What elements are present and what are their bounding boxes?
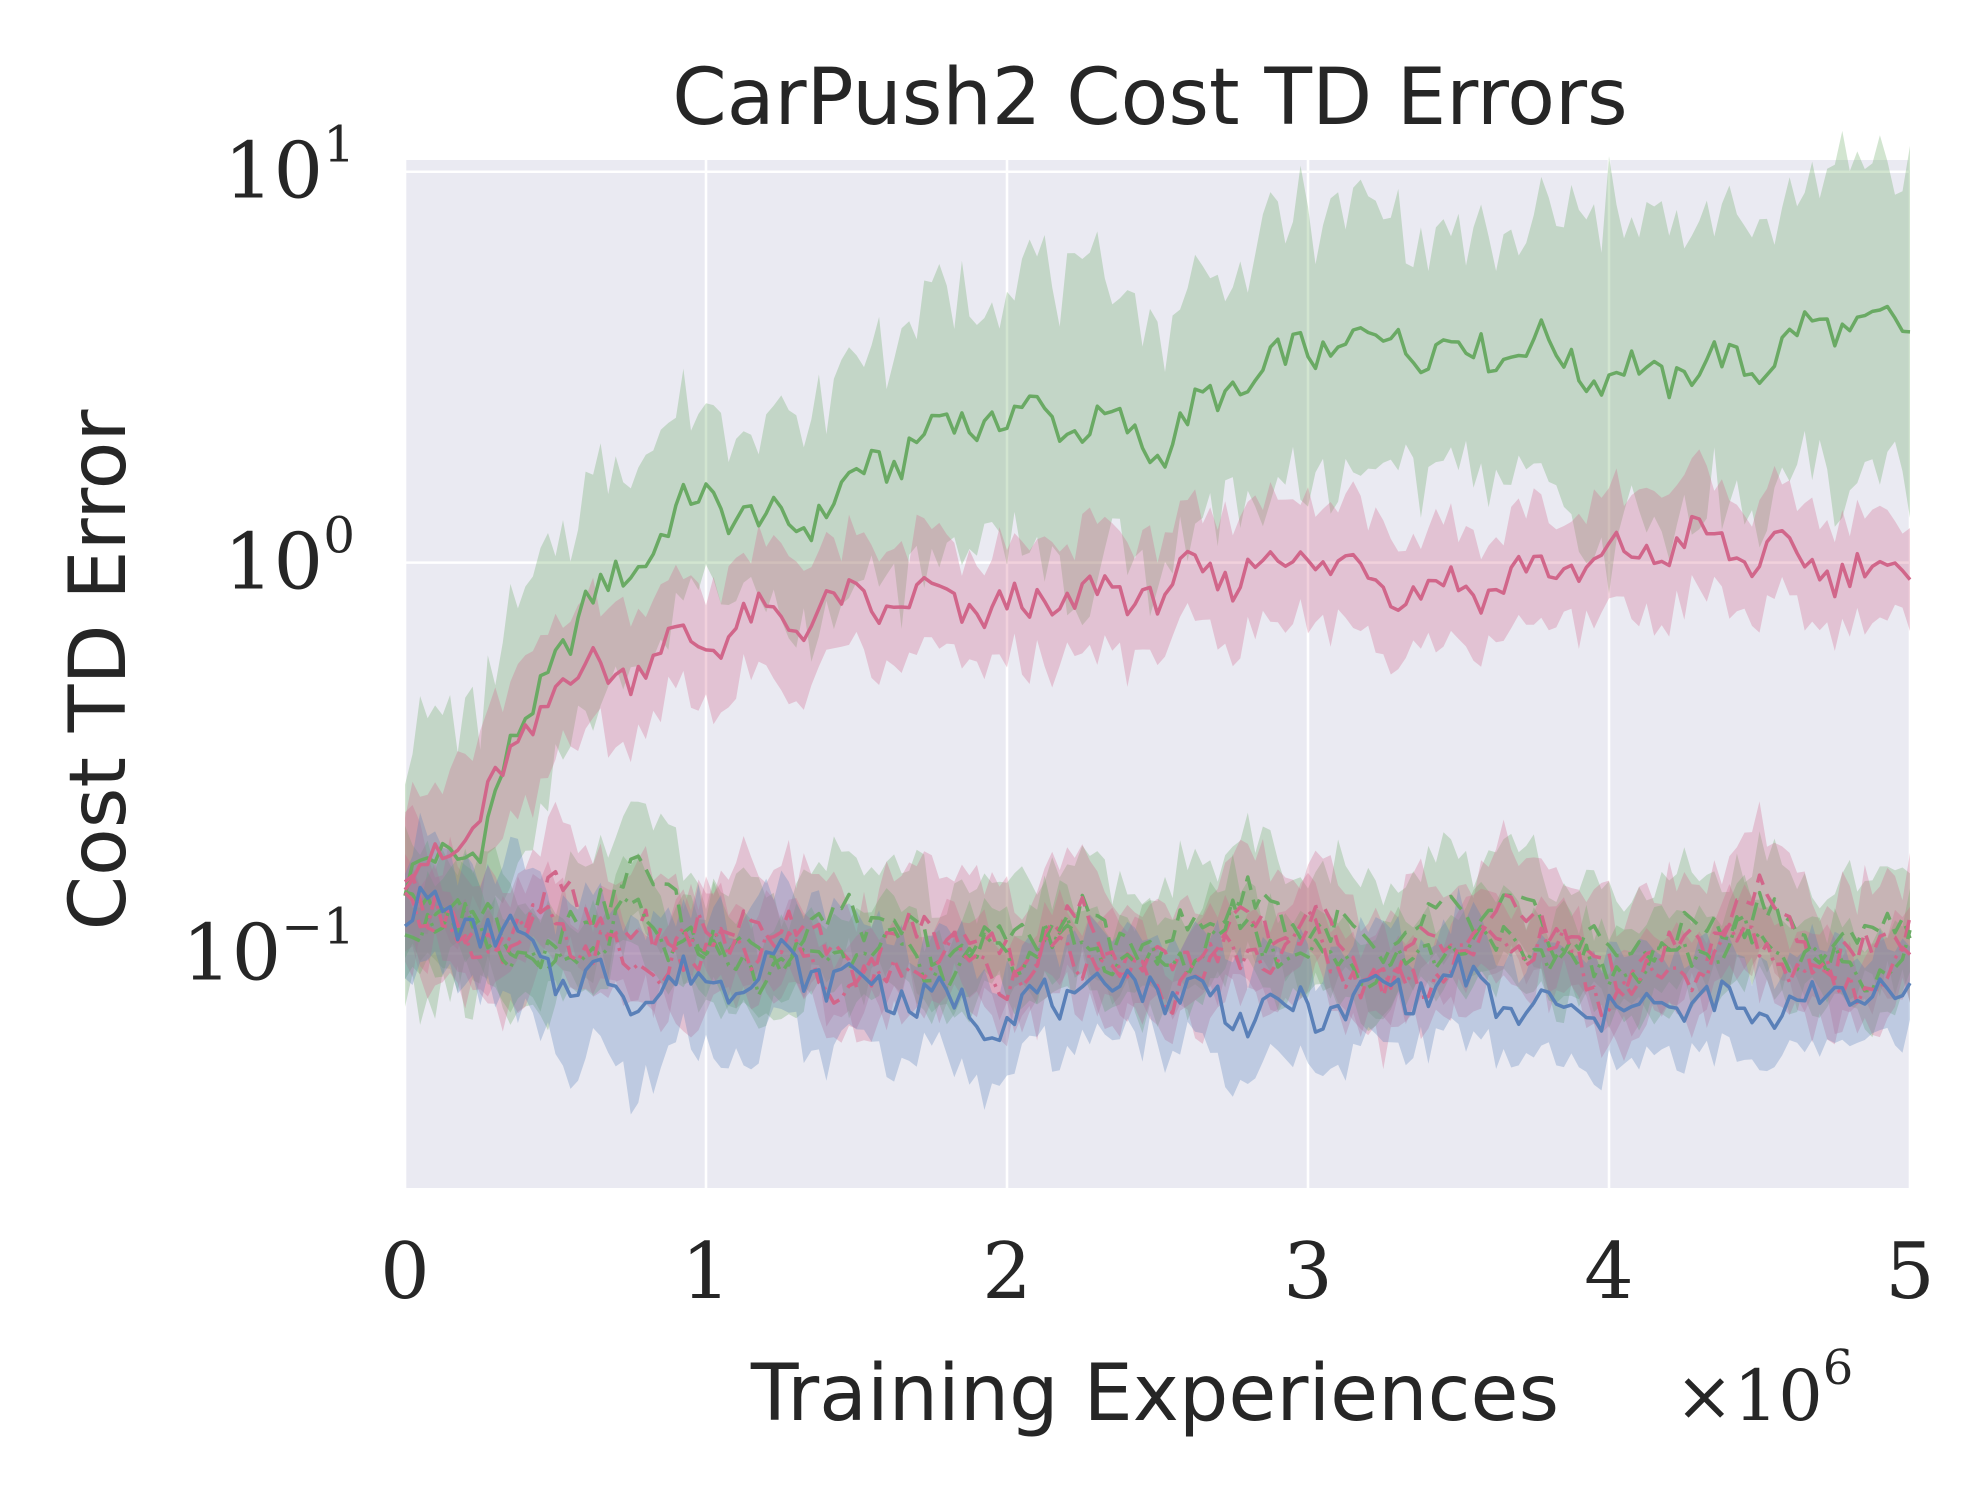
x-tick-label: 2 xyxy=(982,1227,1032,1317)
line-green-solid xyxy=(403,304,1911,897)
plot-area xyxy=(403,130,1912,1188)
y-tick-exponent: 0 xyxy=(323,507,355,565)
y-axis-label: Cost TD Error xyxy=(54,409,144,931)
x-tick-label: 3 xyxy=(1283,1227,1333,1317)
line-red-solid xyxy=(403,514,1912,891)
band-red-dashed xyxy=(405,801,1910,1070)
band-green-dashed xyxy=(405,801,1910,1034)
y-tick-exponent: −1 xyxy=(281,897,355,955)
band-red-solid xyxy=(405,449,1910,978)
x-tick-label: 4 xyxy=(1584,1227,1634,1317)
x-tick-label: 1 xyxy=(681,1227,731,1317)
x-tick-label: 5 xyxy=(1885,1227,1935,1317)
x-axis-scale: ×106 xyxy=(1675,1340,1853,1437)
y-tick-exponent: 1 xyxy=(323,116,355,174)
y-tick-label: 100 xyxy=(224,507,355,608)
plot-background xyxy=(405,160,1910,1188)
x-axis-label: Training Experiences xyxy=(750,1349,1559,1439)
line-red-dashed xyxy=(403,869,1912,999)
line-green-dashdot xyxy=(404,896,1912,997)
line-blue-solid xyxy=(403,885,1912,1043)
y-tick-label: 10−1 xyxy=(182,897,355,998)
line-green-dashed xyxy=(404,854,1912,975)
y-tick-base: 10 xyxy=(224,518,323,608)
x-axis-scale-base: ×10 xyxy=(1675,1355,1823,1437)
y-tick-label: 101 xyxy=(224,116,355,217)
band-green-solid xyxy=(405,130,1910,1025)
y-tick-base: 10 xyxy=(224,127,323,217)
x-axis-scale-exponent: 6 xyxy=(1823,1340,1854,1396)
x-tick-labels: 0 1 2 3 4 5 xyxy=(380,1227,1935,1317)
line-red-dashdot xyxy=(403,891,1912,1018)
x-tick-label: 0 xyxy=(380,1227,430,1317)
series-lines xyxy=(403,304,1912,1043)
chart-title: CarPush2 Cost TD Errors xyxy=(672,53,1627,143)
y-tick-base: 10 xyxy=(182,908,281,998)
